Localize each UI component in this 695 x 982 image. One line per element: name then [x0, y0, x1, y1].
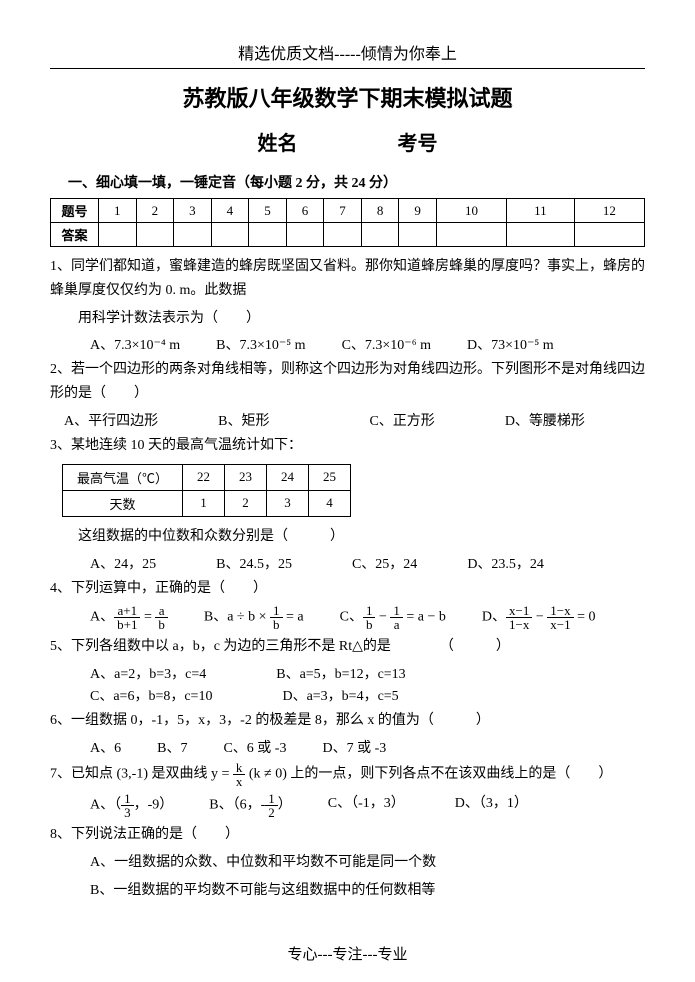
q1-opts: A、7.3×10⁻⁴ m B、7.3×10⁻⁵ m C、7.3×10⁻⁶ m D… — [90, 334, 645, 354]
col-head: 4 — [211, 199, 249, 223]
row-label: 题号 — [51, 199, 99, 223]
opt: D、x−11−x − 1−xx−1 = 0 — [482, 604, 596, 631]
q2-text: 2、若一个四边形的两条对角线相等，则称这个四边形为对角线四边形。下列图形不是对角… — [50, 358, 645, 406]
opt: A、a=2，b=3，c=4 — [90, 663, 206, 683]
q6-opts: A、6 B、7 C、6 或 -3 D、7 或 -3 — [90, 737, 645, 757]
q3-text: 3、某地连续 10 天的最高气温统计如下： — [50, 434, 645, 458]
opt: D、等腰梯形 — [505, 410, 585, 430]
q1-text: 1、同学们都知道，蜜蜂建造的蜂房既坚固又省料。那你知道蜂房蜂巢的厚度吗？事实上，… — [50, 255, 645, 303]
opt: D、23.5，24 — [467, 553, 544, 573]
opt: B、24.5，25 — [216, 553, 292, 573]
temp-cell: 3 — [267, 490, 309, 516]
page-title: 苏教版八年级数学下期末模拟试题 — [50, 81, 645, 113]
q5-opts2: C、a=6，b=8，c=10 D、a=3，b=4，c=5 — [90, 685, 645, 705]
opt: D、（3，1） — [455, 792, 528, 819]
col-head: 2 — [136, 199, 174, 223]
section-heading: 一、细心填一填，一锤定音（每小题 2 分，共 24 分） — [68, 172, 645, 192]
name-label: 姓名 — [258, 133, 298, 155]
temp-table: 最高气温（℃） 22 23 24 25 天数 1 2 3 4 — [62, 464, 351, 517]
col-head: 10 — [436, 199, 506, 223]
col-head: 11 — [507, 199, 575, 223]
col-head: 9 — [399, 199, 437, 223]
q8-optB: B、一组数据的平均数不可能与这组数据中的任何数相等 — [90, 879, 645, 903]
temp-cell: 2 — [225, 490, 267, 516]
col-head: 8 — [361, 199, 399, 223]
opt: B、a ÷ b × 1b = a — [204, 604, 304, 631]
temp-cell: 22 — [183, 464, 225, 490]
opt: B、7.3×10⁻⁵ m — [216, 334, 305, 354]
opt: C、a=6，b=8，c=10 — [90, 685, 212, 705]
q1-sub: 用科学计数法表示为（ ） — [78, 307, 645, 331]
opt: A、a+1b+1 = ab — [90, 604, 168, 631]
opt: A、24，25 — [90, 553, 156, 573]
q7-opts: A、（13，-9） B、（6，-12） C、（-1，3） D、（3，1） — [90, 792, 645, 819]
col-head: 12 — [574, 199, 644, 223]
temp-cell: 天数 — [63, 490, 183, 516]
q4-opts: A、a+1b+1 = ab B、a ÷ b × 1b = a C、1b − 1a… — [90, 604, 645, 631]
opt: C、1b − 1a = a − b — [340, 604, 446, 631]
opt: C、25，24 — [352, 553, 417, 573]
q3-opts: A、24，25 B、24.5，25 C、25，24 D、23.5，24 — [90, 553, 645, 573]
opt: B、7 — [157, 737, 187, 757]
id-label: 考号 — [398, 133, 438, 155]
opt: A、平行四边形 — [64, 410, 158, 430]
col-head: 6 — [286, 199, 324, 223]
q4-text: 4、下列运算中，正确的是（ ） — [50, 577, 645, 601]
opt: C、6 或 -3 — [223, 737, 286, 757]
opt: D、a=3，b=4，c=5 — [282, 685, 398, 705]
opt: A、7.3×10⁻⁴ m — [90, 334, 180, 354]
col-head: 1 — [99, 199, 137, 223]
top-banner: 精选优质文档-----倾情为你奉上 — [50, 40, 645, 69]
opt: A、（13，-9） — [90, 792, 173, 819]
opt: C、7.3×10⁻⁶ m — [342, 334, 431, 354]
temp-cell: 最高气温（℃） — [63, 464, 183, 490]
q6-text: 6、一组数据 0，-1，5，x，3，-2 的极差是 8，那么 x 的值为（ ） — [50, 709, 645, 733]
temp-cell: 4 — [309, 490, 351, 516]
col-head: 5 — [249, 199, 287, 223]
opt: B、（6，-12） — [209, 792, 292, 819]
q5-text: 5、下列各组数中以 a，b，c 为边的三角形不是 Rt△的是 （ ） — [50, 635, 645, 659]
opt: D、7 或 -3 — [322, 737, 386, 757]
q7-text: 7、已知点 (3,-1) 是双曲线 y = kx (k ≠ 0) 上的一点，则下… — [50, 761, 645, 788]
opt: C、正方形 — [369, 410, 434, 430]
q2-opts: A、平行四边形 B、矩形 C、正方形 D、等腰梯形 — [64, 410, 645, 430]
col-head: 3 — [174, 199, 212, 223]
temp-cell: 1 — [183, 490, 225, 516]
q3-sub: 这组数据的中位数和众数分别是（ ） — [78, 525, 645, 549]
name-id-row: 姓名 考号 — [50, 127, 645, 156]
temp-cell: 24 — [267, 464, 309, 490]
opt: B、矩形 — [218, 410, 269, 430]
q8-optA: A、一组数据的众数、中位数和平均数不可能是同一个数 — [90, 851, 645, 875]
row-label: 答案 — [51, 223, 99, 247]
answer-grid: 题号 1 2 3 4 5 6 7 8 9 10 11 12 答案 — [50, 198, 645, 247]
opt: A、6 — [90, 737, 121, 757]
q8-text: 8、下列说法正确的是（ ） — [50, 823, 645, 847]
opt: C、（-1，3） — [328, 792, 405, 819]
opt: D、73×10⁻⁵ m — [467, 334, 554, 354]
opt: B、a=5，b=12，c=13 — [276, 663, 405, 683]
temp-cell: 25 — [309, 464, 351, 490]
q5-opts1: A、a=2，b=3，c=4 B、a=5，b=12，c=13 — [90, 663, 645, 683]
col-head: 7 — [324, 199, 362, 223]
temp-cell: 23 — [225, 464, 267, 490]
footer: 专心---专注---专业 — [0, 943, 695, 964]
